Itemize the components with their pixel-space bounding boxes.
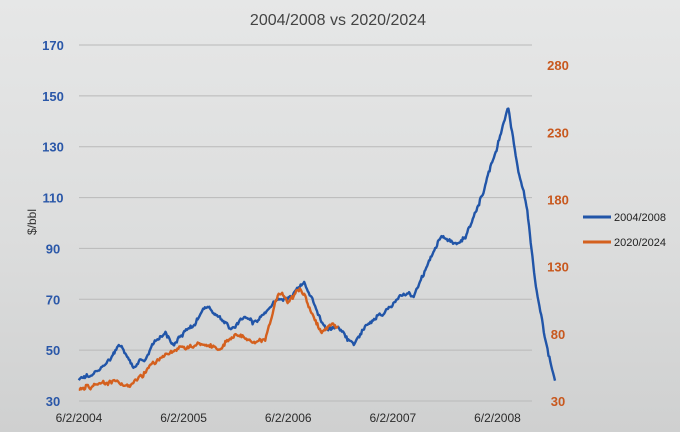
right-tick-label: 280	[547, 58, 569, 73]
series-lines	[77, 107, 557, 391]
right-tick-label: 30	[551, 394, 565, 409]
left-tick-label: 130	[42, 140, 64, 155]
right-axis-ticks: 30 80 130 180 230 280	[547, 58, 569, 409]
right-tick-label: 130	[547, 260, 569, 275]
left-tick-label: 30	[46, 394, 60, 409]
x-tick-label: 6/2/2006	[265, 411, 312, 425]
legend: 2004/2008 2020/2024	[583, 212, 666, 249]
right-tick-label: 180	[547, 192, 569, 207]
series-line-2020-2024	[78, 287, 339, 391]
x-tick-label: 6/2/2008	[474, 411, 521, 425]
x-tick-label: 6/2/2007	[369, 411, 416, 425]
left-tick-label: 90	[46, 241, 60, 256]
left-axis-ticks: 30 50 70 90 110 130 150 170	[42, 38, 64, 409]
right-tick-label: 230	[547, 125, 569, 140]
gridlines	[79, 44, 532, 402]
legend-label-2020-2024: 2020/2024	[614, 237, 666, 249]
series-line-2004-2008	[77, 107, 557, 381]
legend-label-2004-2008: 2004/2008	[614, 212, 666, 224]
left-tick-label: 70	[46, 292, 60, 307]
y-axis-label: $/bbl	[25, 209, 39, 235]
left-tick-label: 150	[42, 89, 64, 104]
x-tick-label: 6/2/2005	[160, 411, 207, 425]
x-axis-ticks: 6/2/2004 6/2/2005 6/2/2006 6/2/2007 6/2/2008	[56, 411, 522, 425]
x-tick-label: 6/2/2004	[56, 411, 103, 425]
right-tick-label: 80	[551, 327, 565, 342]
left-tick-label: 110	[43, 191, 64, 206]
left-tick-label: 170	[42, 38, 64, 53]
left-tick-label: 50	[46, 343, 60, 358]
chart-title: 2004/2008 vs 2020/2024	[250, 12, 426, 29]
